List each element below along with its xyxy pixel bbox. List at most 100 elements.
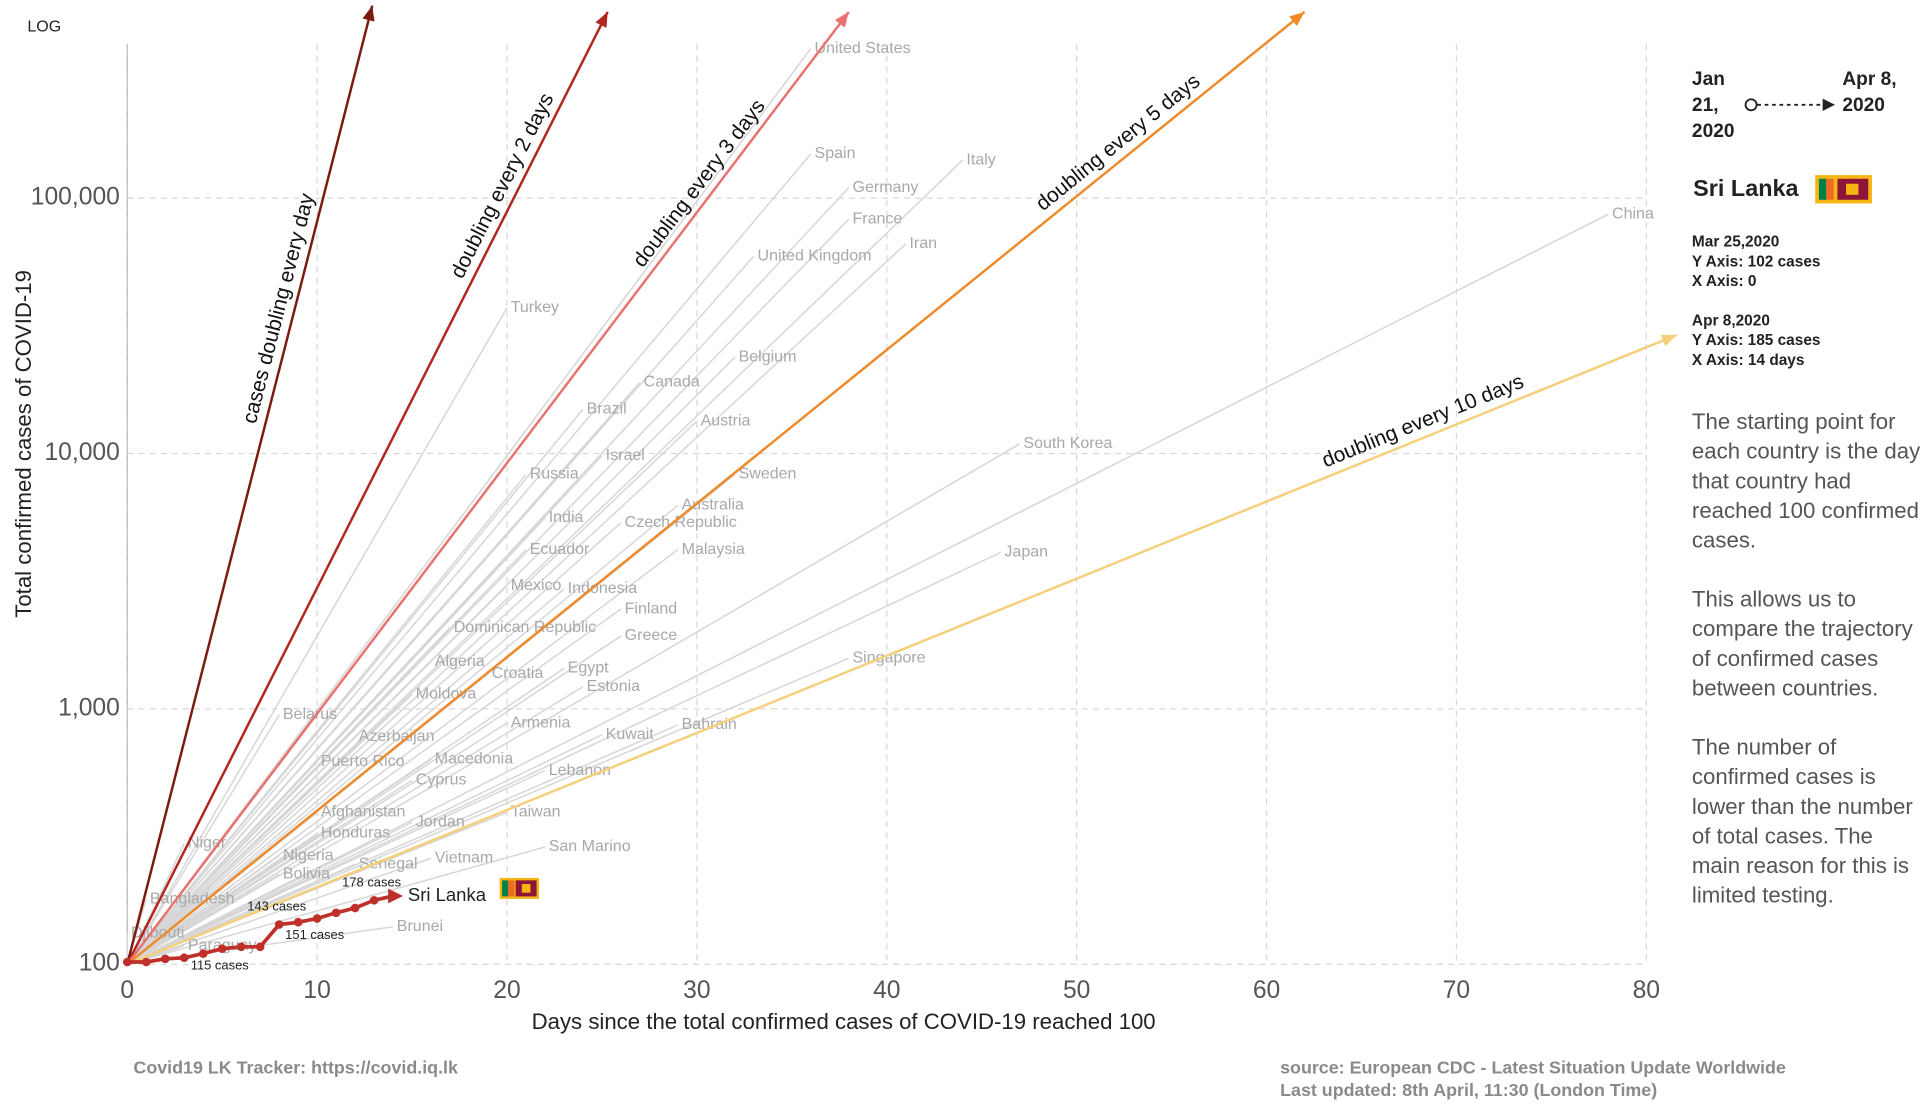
point-y: Y Axis: 185 cases <box>1691 331 1821 349</box>
highlight-point <box>350 903 360 913</box>
value-label: 143 cases <box>247 899 306 914</box>
highlight-point <box>255 942 265 952</box>
highlight-point <box>293 917 303 927</box>
country-label: Afghanistan <box>321 803 406 821</box>
country-line <box>126 769 546 965</box>
value-label: 151 cases <box>285 927 344 942</box>
point-y: Y Axis: 102 cases <box>1691 252 1821 271</box>
x-tick-label: 20 <box>493 977 520 1004</box>
country-label: Indonesia <box>568 579 638 597</box>
paragraph: The number of confirmed cases is lower t… <box>1691 734 1913 908</box>
country-label: Australia <box>682 495 744 513</box>
country-label: Vietnam <box>435 848 493 866</box>
point-info: Apr 8,2020 Y Axis: 185 cases X Axis: 14 … <box>1692 311 1921 370</box>
doubling-line <box>126 11 850 965</box>
highlight-point <box>122 957 132 967</box>
country-label: Nigeria <box>283 846 334 864</box>
country-label: Macedonia <box>435 750 513 768</box>
panel-body: Mar 25,2020 Y Axis: 102 cases X Axis: 0 … <box>1692 232 1921 910</box>
slider-start[interactable] <box>1744 98 1758 112</box>
country-label: Senegal <box>359 855 418 873</box>
country-line <box>126 779 413 965</box>
country-line <box>126 522 622 965</box>
country-label: Canada <box>644 373 700 391</box>
country-label: United Kingdom <box>758 246 872 264</box>
arrow-head <box>1289 11 1305 27</box>
x-tick-label: 70 <box>1443 977 1470 1004</box>
country-line <box>126 686 584 965</box>
arrow-head <box>362 5 375 22</box>
country-line <box>126 549 679 965</box>
country-line <box>126 588 565 965</box>
x-tick-label: 40 <box>873 977 900 1004</box>
x-tick-label: 30 <box>683 977 710 1004</box>
country-line <box>126 551 1002 965</box>
value-label: 115 cases <box>191 957 249 972</box>
country-label: Lebanon <box>549 761 611 779</box>
country-label: Moldova <box>416 685 477 703</box>
country-line <box>126 714 280 965</box>
country-label: Czech Republic <box>625 513 737 531</box>
date-end: Apr 8, 2020 <box>1842 69 1897 116</box>
highlight-point <box>331 908 341 918</box>
country-label: France <box>853 209 903 227</box>
country-label: Italy <box>966 150 995 168</box>
country-label: Armenia <box>511 713 571 731</box>
country-line <box>126 381 641 965</box>
doubling-label: doubling every 10 days <box>1319 370 1527 472</box>
country-label: Japan <box>1004 543 1048 561</box>
country-label: Cyprus <box>416 771 467 789</box>
x-tick-label: 80 <box>1633 977 1660 1004</box>
point-x: X Axis: 14 days <box>1691 351 1805 369</box>
doubling-line <box>126 11 609 965</box>
y-axis-title: Total confirmed cases of COVID-19 <box>11 270 36 618</box>
x-tick-label: 50 <box>1063 977 1090 1004</box>
highlight-point <box>312 914 322 923</box>
doubling-line <box>126 11 1306 966</box>
highlight-point <box>274 920 284 929</box>
country-line <box>126 504 679 965</box>
panel-country: Sri Lanka <box>1693 175 1799 201</box>
country-label: Taiwan <box>511 803 561 821</box>
country-line <box>126 153 812 965</box>
date-end-text: Apr 8, 2020 <box>1842 69 1897 116</box>
country-line <box>126 307 508 965</box>
panel-info: Mar 25,2020 Y Axis: 102 cases X Axis: 0 … <box>1692 232 1921 910</box>
point-date: Apr 8,2020 <box>1691 311 1770 330</box>
x-tick-label: 60 <box>1253 977 1280 1004</box>
grid: 100 1,000 10,000 100,000 0 10 20 30 40 50 60 70 80 <box>31 44 1660 1004</box>
country-line <box>126 736 356 965</box>
arrow-head <box>388 888 403 904</box>
country-label: Greece <box>625 626 678 644</box>
country-line <box>126 855 280 965</box>
highlight-point <box>179 953 189 963</box>
country-label: Jordan <box>416 812 465 830</box>
highlight-label: Sri Lanka <box>408 884 487 905</box>
doubling-label: cases doubling every day <box>238 191 319 426</box>
country-line <box>126 734 603 965</box>
country-line <box>126 48 812 965</box>
doubling-label: doubling every 2 days <box>446 90 558 282</box>
highlight-series: 115 cases 143 cases 151 cases 178 cases Sri … <box>122 874 487 972</box>
y-tick-label: 100,000 <box>31 184 120 211</box>
country-line <box>126 627 451 965</box>
value-label: 178 cases <box>342 874 401 889</box>
point-date: Mar 25,2020 <box>1691 233 1780 251</box>
highlight-point <box>198 949 208 958</box>
country-label: United States <box>815 39 911 57</box>
paragraph: This allows us to compare the trajectory… <box>1691 586 1913 701</box>
country-label: Estonia <box>587 677 641 695</box>
x-tick-label: 0 <box>120 977 134 1004</box>
country-label: Turkey <box>511 298 559 316</box>
country-line <box>126 657 850 965</box>
country-line <box>126 213 1609 965</box>
panel-flag <box>1815 175 1872 204</box>
y-tick-label: 100 <box>79 950 120 977</box>
country-label: China <box>1612 204 1654 222</box>
x-tick-label: 10 <box>303 977 330 1004</box>
country-label: Brunei <box>397 917 443 935</box>
arrow-head <box>1660 334 1677 347</box>
slider-end[interactable] <box>1822 98 1835 111</box>
